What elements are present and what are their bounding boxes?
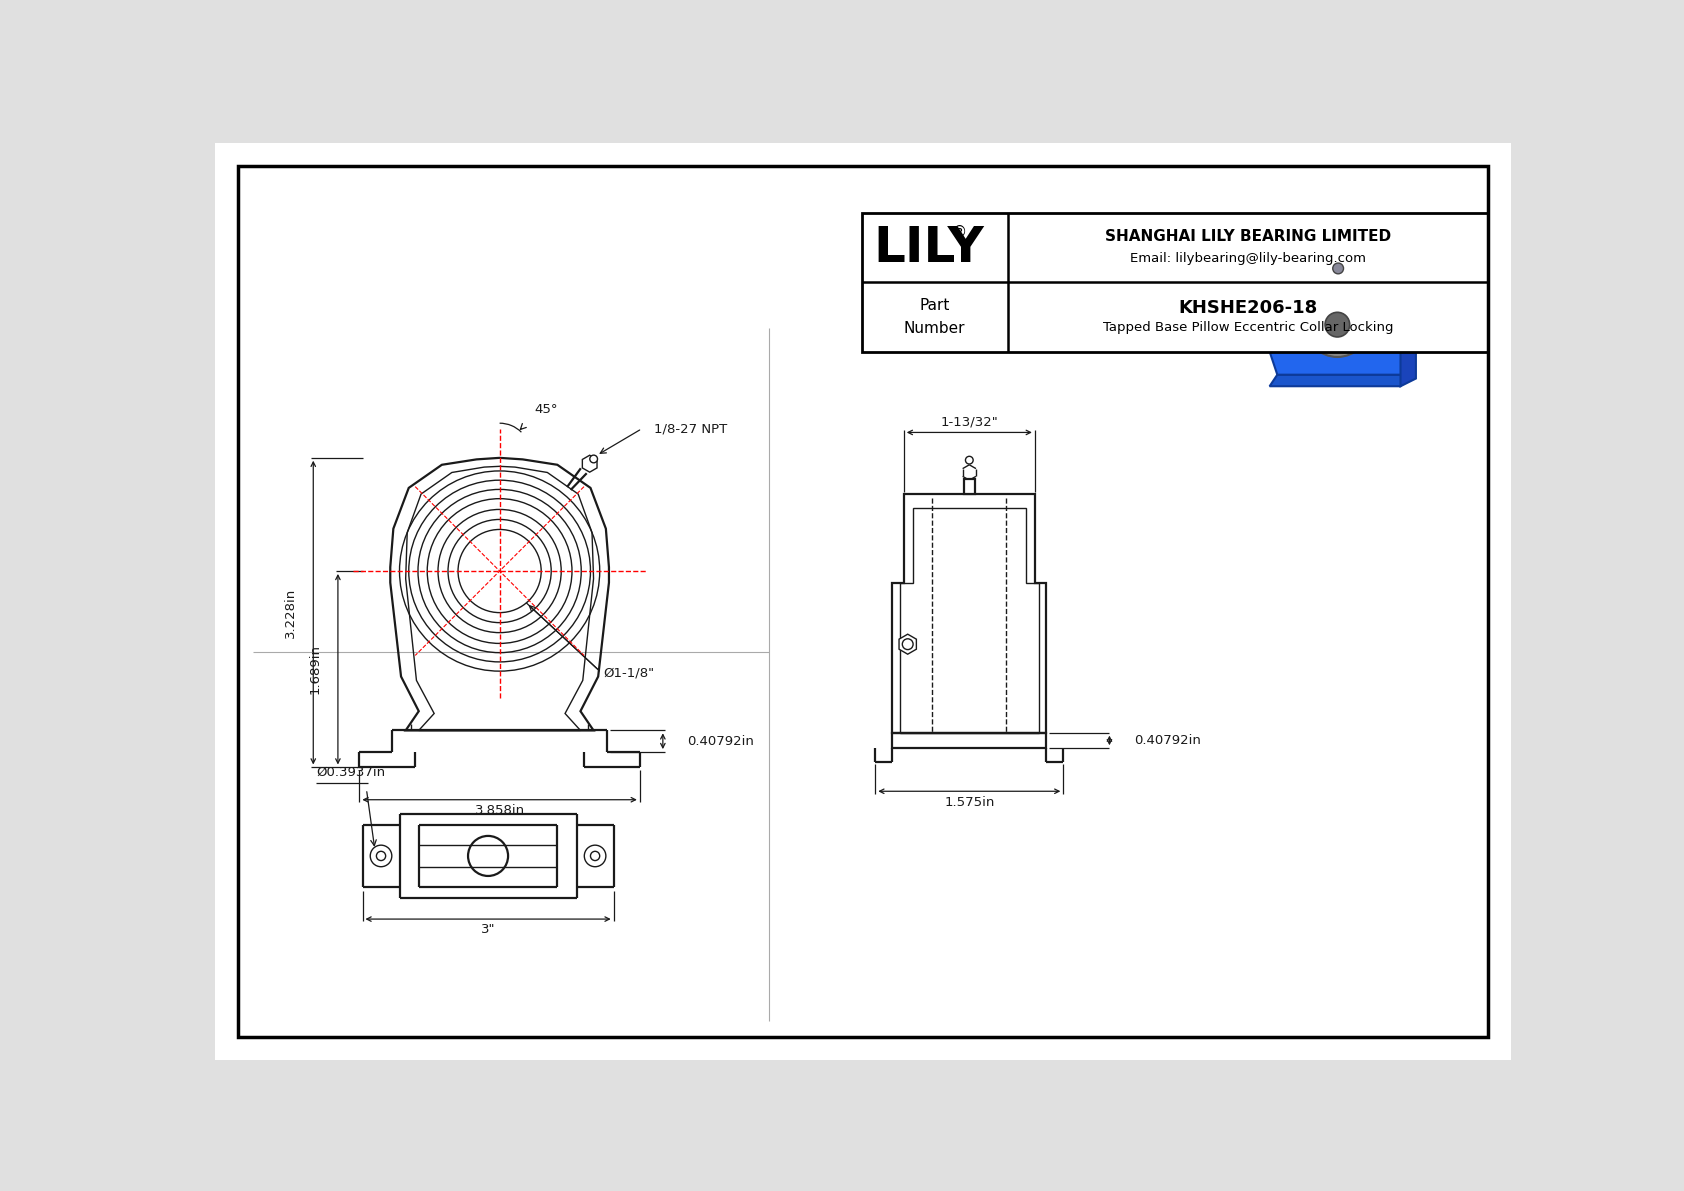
Text: 3.858in: 3.858in [475,804,525,817]
Text: 3.228in: 3.228in [283,587,296,637]
Text: Tapped Base Pillow Eccentric Collar Locking: Tapped Base Pillow Eccentric Collar Lock… [1103,322,1393,335]
Text: 1-13/32": 1-13/32" [940,416,999,428]
Text: KHSHE206-18: KHSHE206-18 [1179,299,1317,317]
Bar [862,213,1489,351]
Bar [1334,273,1342,286]
Text: ®: ® [951,225,967,239]
Polygon shape [583,455,598,472]
Text: 45°: 45° [534,403,557,416]
Circle shape [1314,301,1361,348]
Polygon shape [1270,375,1408,386]
Circle shape [589,455,598,463]
Polygon shape [899,634,916,654]
Text: 1.689in: 1.689in [308,644,322,694]
Polygon shape [1270,282,1408,375]
Bar [893,732,1046,748]
Text: 1.575in: 1.575in [945,796,995,809]
Text: LILY: LILY [872,224,983,272]
Circle shape [965,456,973,464]
Text: 0.40792in: 0.40792in [687,735,754,748]
Circle shape [1332,263,1344,274]
Text: 1/8-27 NPT: 1/8-27 NPT [653,422,727,435]
Polygon shape [1401,344,1416,386]
Text: Ø1-1/8": Ø1-1/8" [603,666,655,679]
Text: Part
Number: Part Number [904,298,965,336]
Text: 0.40792in: 0.40792in [1133,734,1201,747]
Bar [862,213,1489,351]
Text: 3": 3" [482,923,495,936]
Circle shape [1325,312,1349,337]
Circle shape [1305,292,1369,357]
Text: Email: lilybearing@lily-bearing.com: Email: lilybearing@lily-bearing.com [1130,252,1366,264]
Text: Ø0.3937in: Ø0.3937in [317,766,386,779]
Text: SHANGHAI LILY BEARING LIMITED: SHANGHAI LILY BEARING LIMITED [1105,230,1391,244]
Bar [963,479,975,494]
